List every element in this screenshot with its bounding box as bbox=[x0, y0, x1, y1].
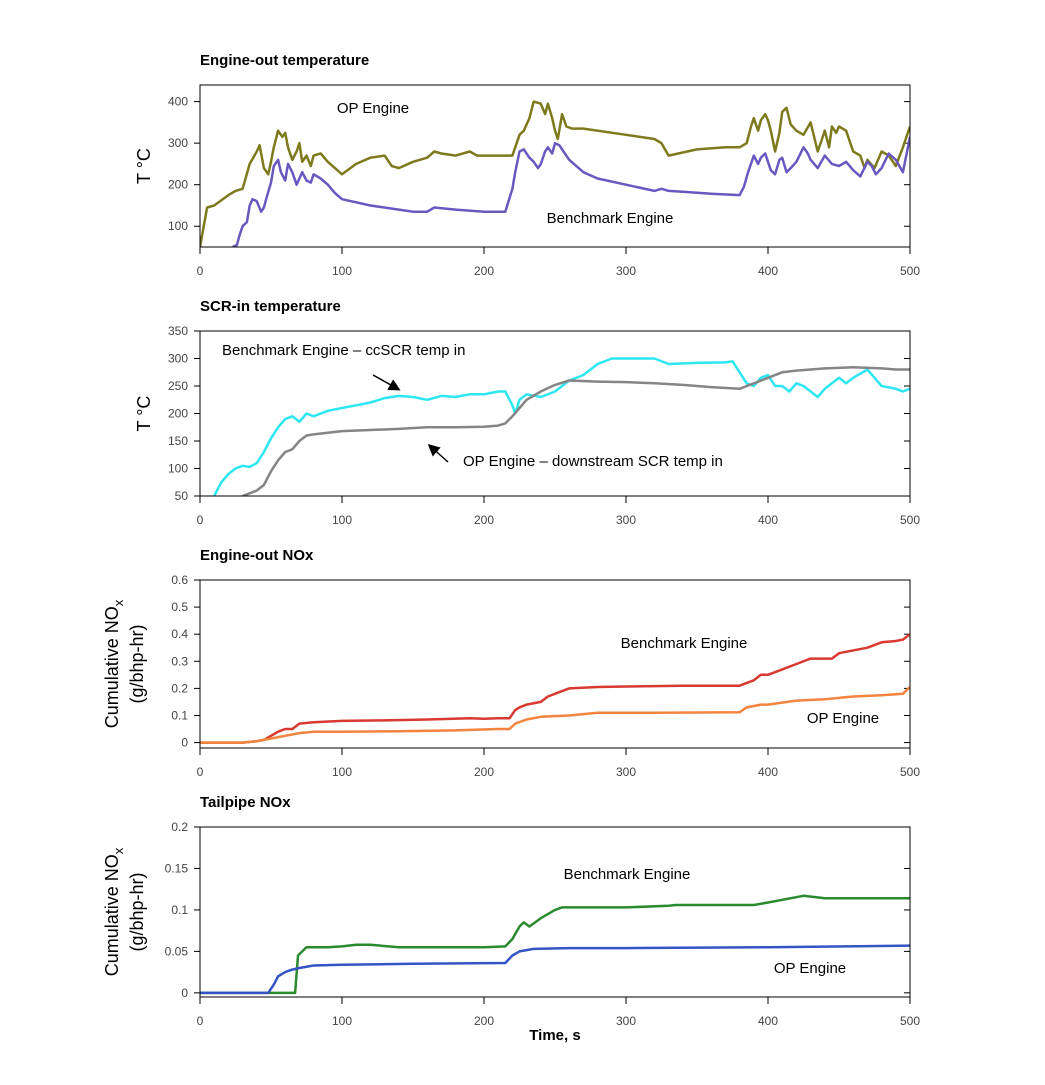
y-axis-label-subscript: x bbox=[111, 847, 126, 854]
x-tick-label: 500 bbox=[900, 765, 920, 779]
y-tick-label: 0.2 bbox=[171, 681, 188, 695]
y-axis-label: Cumulative NOx bbox=[102, 847, 126, 976]
y-axis-label: T °C bbox=[134, 148, 154, 184]
x-tick-label: 200 bbox=[474, 1014, 494, 1028]
x-tick-label: 300 bbox=[616, 513, 636, 527]
y-axis-label-text: Cumulative NO bbox=[102, 606, 122, 728]
x-tick-label: 100 bbox=[332, 765, 352, 779]
x-tick-label: 0 bbox=[197, 1014, 204, 1028]
data-line bbox=[242, 366, 910, 496]
x-tick-label: 200 bbox=[474, 765, 494, 779]
series-label: OP Engine bbox=[807, 710, 879, 727]
x-tick-label: 300 bbox=[616, 1014, 636, 1028]
y-axis-label: (g/bhp-hr) bbox=[127, 624, 147, 703]
x-tick-label: 100 bbox=[332, 264, 352, 278]
y-tick-label: 0.1 bbox=[171, 903, 188, 917]
x-tick-label: 300 bbox=[616, 765, 636, 779]
arrow bbox=[427, 444, 449, 463]
y-tick-label: 0.4 bbox=[171, 627, 188, 641]
arrow bbox=[372, 374, 401, 391]
x-tick-label: 500 bbox=[900, 264, 920, 278]
x-tick-label: 400 bbox=[758, 513, 778, 527]
y-tick-label: 100 bbox=[168, 462, 188, 476]
y-tick-label: 0 bbox=[181, 986, 188, 1000]
y-tick-label: 300 bbox=[168, 136, 188, 150]
panel-title: Tailpipe NOx bbox=[200, 794, 291, 811]
series-label: OP Engine bbox=[774, 960, 846, 977]
series-label: OP Engine – downstream SCR temp in bbox=[463, 453, 723, 470]
y-tick-label: 200 bbox=[168, 407, 188, 421]
series-label: OP Engine bbox=[337, 100, 409, 117]
y-axis-label: (g/bhp-hr) bbox=[127, 872, 147, 951]
x-tick-label: 500 bbox=[900, 513, 920, 527]
data-line bbox=[232, 136, 910, 247]
y-tick-label: 100 bbox=[168, 219, 188, 233]
x-tick-label: 200 bbox=[474, 264, 494, 278]
y-tick-label: 0.2 bbox=[171, 820, 188, 834]
y-tick-label: 400 bbox=[168, 95, 188, 109]
x-axis-label: Time, s bbox=[529, 1027, 580, 1044]
y-tick-label: 300 bbox=[168, 352, 188, 366]
y-tick-label: 350 bbox=[168, 324, 188, 338]
x-tick-label: 400 bbox=[758, 1014, 778, 1028]
y-axis-label: Cumulative NOx bbox=[102, 599, 126, 728]
series-label: Benchmark Engine bbox=[564, 866, 691, 883]
y-tick-label: 0.15 bbox=[165, 861, 189, 875]
series-label: Benchmark Engine – ccSCR temp in bbox=[222, 342, 465, 359]
panel-title: Engine-out NOx bbox=[200, 547, 314, 564]
x-tick-label: 0 bbox=[197, 264, 204, 278]
panel-title: SCR-in temperature bbox=[200, 298, 341, 315]
y-tick-label: 250 bbox=[168, 379, 188, 393]
y-tick-label: 0.05 bbox=[165, 944, 189, 958]
data-line bbox=[200, 944, 910, 995]
y-tick-label: 0 bbox=[181, 736, 188, 750]
panel-title: Engine-out temperature bbox=[200, 52, 369, 69]
series-label: Benchmark Engine bbox=[621, 635, 748, 652]
x-tick-label: 400 bbox=[758, 765, 778, 779]
x-tick-label: 0 bbox=[197, 513, 204, 527]
y-axis-label: T °C bbox=[134, 396, 154, 432]
data-line bbox=[200, 633, 910, 744]
x-tick-label: 400 bbox=[758, 264, 778, 278]
y-tick-label: 50 bbox=[175, 489, 189, 503]
data-line bbox=[200, 686, 910, 744]
plot-frame bbox=[199, 84, 911, 248]
x-tick-label: 200 bbox=[474, 513, 494, 527]
x-tick-label: 100 bbox=[332, 513, 352, 527]
series-label: Benchmark Engine bbox=[547, 210, 674, 227]
plot-frame bbox=[199, 330, 911, 497]
y-tick-label: 150 bbox=[168, 434, 188, 448]
x-tick-label: 300 bbox=[616, 264, 636, 278]
y-axis-label-subscript: x bbox=[111, 599, 126, 606]
x-tick-label: 0 bbox=[197, 765, 204, 779]
y-tick-label: 0.5 bbox=[171, 600, 188, 614]
data-line bbox=[213, 357, 910, 496]
y-axis-label-text: Cumulative NO bbox=[102, 854, 122, 976]
x-tick-label: 500 bbox=[900, 1014, 920, 1028]
plot-frame bbox=[199, 579, 911, 749]
y-tick-label: 0.3 bbox=[171, 654, 188, 668]
data-line bbox=[200, 894, 910, 995]
data-line bbox=[200, 100, 910, 247]
y-tick-label: 200 bbox=[168, 178, 188, 192]
x-tick-label: 100 bbox=[332, 1014, 352, 1028]
y-tick-label: 0.1 bbox=[171, 708, 188, 722]
plot-frame bbox=[199, 826, 911, 998]
y-tick-label: 0.6 bbox=[171, 573, 188, 587]
